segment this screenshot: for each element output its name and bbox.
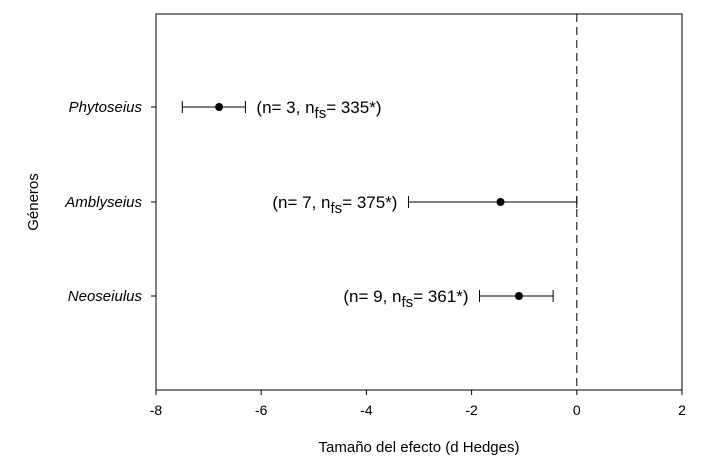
y-category-label: Neoseiulus bbox=[68, 288, 143, 305]
x-tick-label: 0 bbox=[573, 402, 581, 418]
x-tick-label: 2 bbox=[678, 402, 686, 418]
data-point bbox=[496, 198, 505, 206]
x-tick-label: -8 bbox=[150, 402, 163, 418]
sample-size-annotation: (n= 3, nfs= 335*) bbox=[256, 98, 381, 122]
y-axis-label: Géneros bbox=[25, 173, 42, 231]
x-tick-label: -4 bbox=[360, 402, 373, 418]
x-axis-label: Tamaño del efecto (d Hedges) bbox=[319, 439, 520, 456]
x-tick-label: -2 bbox=[465, 402, 478, 418]
y-category-label: Amblyseius bbox=[64, 194, 142, 211]
data-point bbox=[215, 103, 224, 111]
y-category-label: Phytoseius bbox=[69, 99, 143, 116]
data-point bbox=[514, 292, 523, 300]
x-tick-label: -6 bbox=[255, 402, 268, 418]
sample-size-annotation: (n= 7, nfs= 375*) bbox=[272, 193, 397, 217]
sample-size-annotation: (n= 9, nfs= 361*) bbox=[343, 287, 468, 311]
